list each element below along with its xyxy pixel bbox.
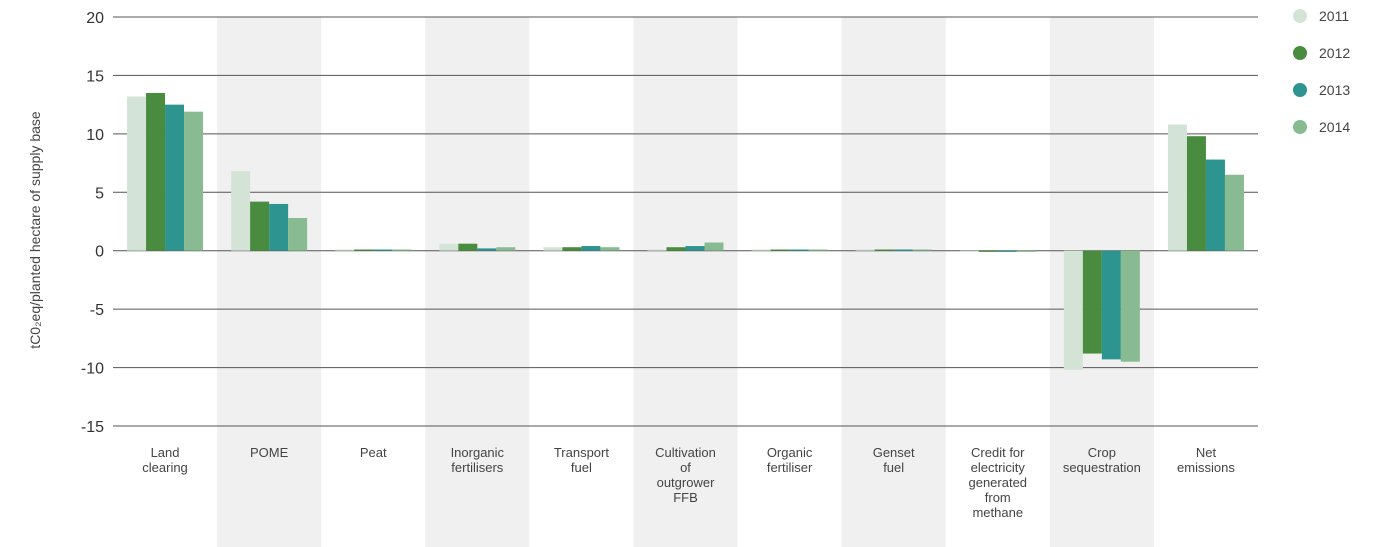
legend: 2011 2012 2013 2014	[1293, 8, 1350, 135]
bar	[496, 247, 516, 251]
y-tick-label: 5	[95, 185, 104, 202]
y-tick-label: -10	[81, 361, 104, 378]
x-category-label: Land clearing	[142, 445, 188, 475]
bar	[855, 249, 875, 251]
bar	[1101, 250, 1121, 360]
bar	[874, 249, 894, 251]
bar	[1120, 250, 1140, 362]
bar	[893, 249, 913, 251]
bar	[1205, 159, 1225, 251]
bar	[912, 249, 932, 251]
bar	[269, 203, 289, 251]
x-category-label: Cultivation of outgrower FFB	[655, 445, 716, 505]
bar	[647, 249, 667, 251]
category-band	[425, 17, 530, 547]
bar	[392, 249, 412, 251]
bar	[543, 247, 563, 251]
bar	[562, 247, 582, 251]
y-tick-label: -15	[81, 419, 104, 436]
bar	[250, 201, 270, 251]
y-tick-label: 20	[86, 10, 104, 27]
bar	[335, 249, 355, 251]
y-axis-ticks: 20 15 10 5 0 -5 -10 -15	[81, 10, 104, 436]
bar	[1016, 250, 1036, 252]
x-category-label: Crop sequestration	[1063, 445, 1141, 475]
bar	[600, 247, 620, 251]
bar	[477, 248, 497, 251]
bar	[770, 249, 790, 251]
bar	[288, 217, 308, 251]
legend-swatch	[1293, 9, 1307, 23]
x-axis-categories: Land clearing POME Peat Inorganic fertilisers…	[142, 445, 1235, 520]
bar	[808, 249, 828, 251]
bar	[1186, 136, 1206, 251]
legend-label: 2012	[1319, 45, 1350, 61]
legend-swatch	[1293, 83, 1307, 97]
y-tick-label: 15	[86, 68, 104, 85]
bar	[354, 249, 374, 251]
bar	[1224, 174, 1244, 251]
y-tick-label: 0	[95, 244, 104, 261]
bar	[458, 243, 478, 251]
bar	[231, 171, 251, 251]
bar	[1082, 250, 1102, 354]
bar	[978, 250, 998, 252]
bar	[666, 247, 686, 251]
x-category-label: Net emissions	[1177, 445, 1235, 475]
bar	[165, 104, 185, 251]
x-category-label: Organic fertiliser	[767, 445, 813, 475]
bar	[997, 250, 1017, 252]
bar	[127, 96, 147, 251]
y-axis-label: tC0₂eq/planted hectare of supply base	[27, 111, 43, 349]
bar	[685, 246, 705, 251]
bar	[1167, 124, 1187, 251]
bar	[789, 249, 809, 251]
x-category-label: Credit for electricity generated from methan…	[968, 445, 1027, 520]
legend-label: 2011	[1319, 8, 1349, 24]
bar	[373, 249, 393, 251]
x-category-label: POME	[250, 445, 289, 460]
category-band	[841, 17, 946, 547]
bar	[959, 250, 979, 252]
category-band	[633, 17, 738, 547]
bar	[1063, 250, 1083, 370]
x-category-label: Inorganic fertilisers	[451, 445, 505, 475]
bar	[751, 249, 771, 251]
legend-label: 2013	[1319, 82, 1350, 98]
bar	[581, 246, 601, 251]
legend-swatch	[1293, 46, 1307, 60]
bar	[439, 243, 459, 251]
y-tick-label: -5	[90, 302, 104, 319]
legend-swatch	[1293, 120, 1307, 134]
bars	[127, 92, 1244, 370]
y-tick-label: 10	[86, 127, 104, 144]
bar	[146, 92, 166, 251]
x-category-label: Peat	[360, 445, 387, 460]
category-band	[217, 17, 322, 547]
x-category-label: Genset fuel	[873, 445, 915, 475]
bar	[704, 242, 724, 251]
legend-label: 2014	[1319, 119, 1350, 135]
x-category-label: Transport fuel	[554, 445, 610, 475]
bar	[184, 111, 204, 251]
